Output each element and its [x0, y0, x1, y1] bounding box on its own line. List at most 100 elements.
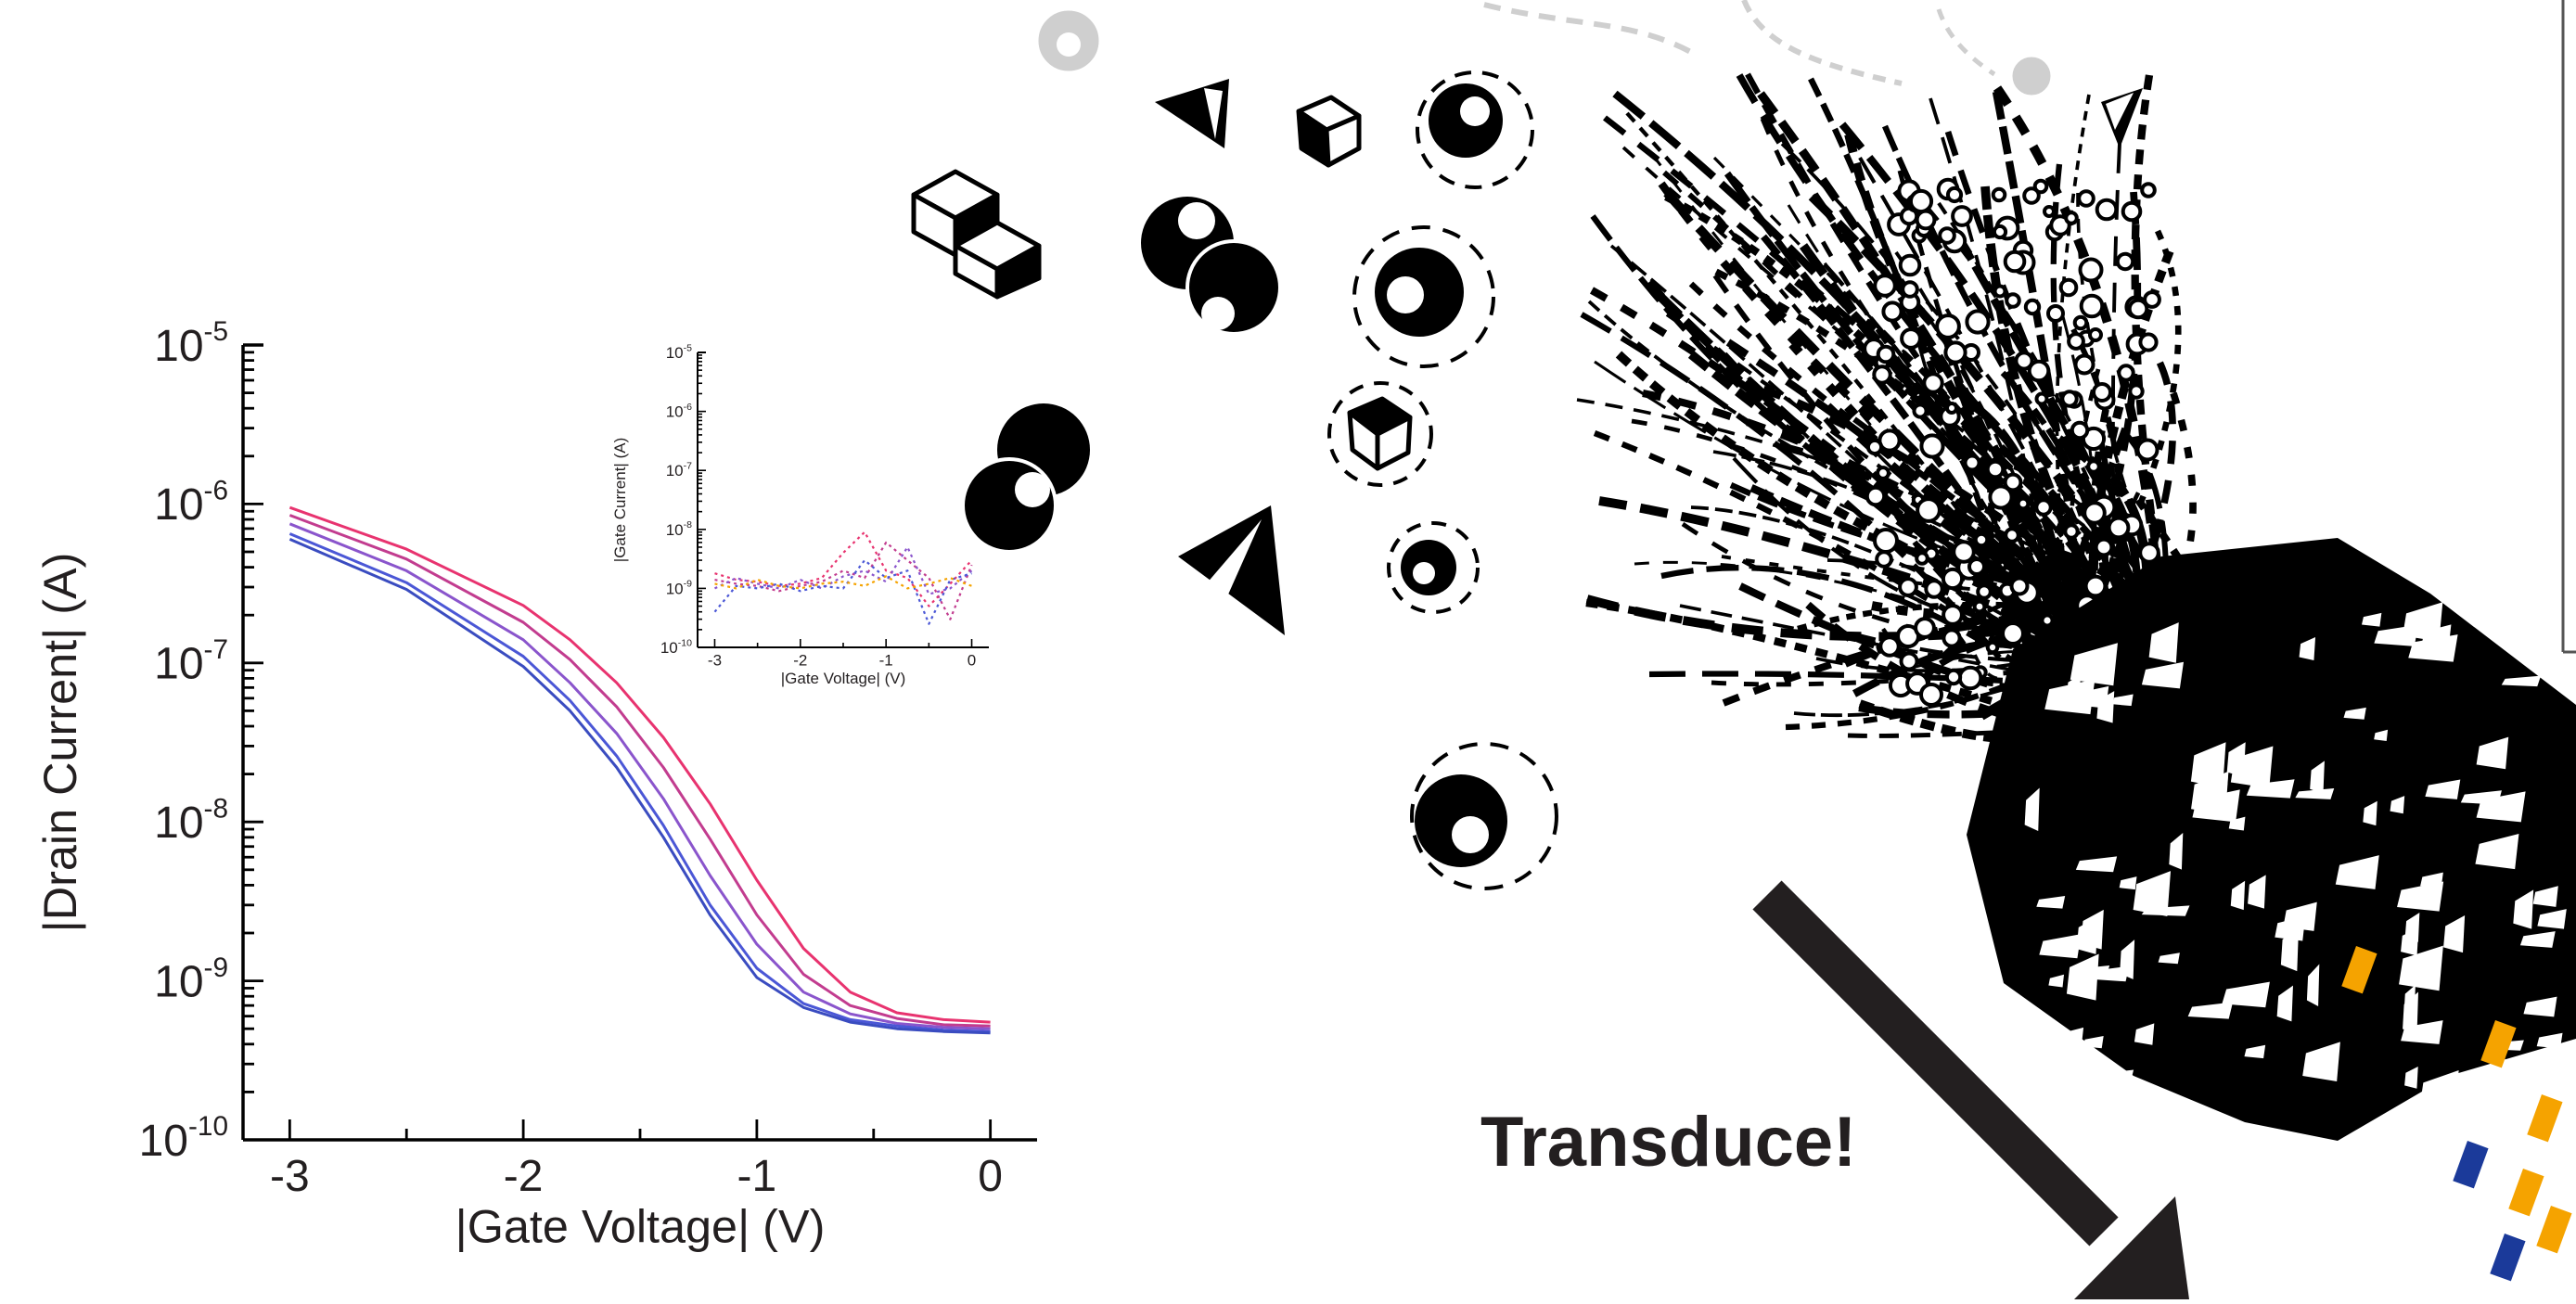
device-facet [2148, 622, 2179, 663]
device-facet [2401, 927, 2419, 956]
swarm-particle [2027, 359, 2051, 383]
swarm-particle [1922, 372, 1944, 394]
swarm-trail [2059, 470, 2109, 636]
swarm-particle [1900, 327, 1922, 350]
series-line [714, 545, 973, 595]
series-line [288, 522, 991, 1030]
swarm-particle [1952, 540, 1976, 564]
swarm-particle [1876, 344, 1896, 364]
swarm-particle [1924, 579, 1944, 599]
swarm-particle [1942, 604, 1964, 626]
device-facet [2401, 1020, 2443, 1044]
series-line [714, 531, 973, 607]
drain-current-chart: 10-5 10-6 10-7 10-8 10-9 10-10 -3 -2 -1 0 |Gate Vo… [33, 316, 1037, 1252]
swarm-particle [1941, 567, 1965, 591]
swarm-trail [1598, 496, 2071, 638]
swarm-particle [1898, 577, 1918, 597]
swarm-particle [1865, 438, 1884, 456]
swarm-particle [2115, 251, 2135, 272]
x-axis-label: |Gate Voltage| (V) [781, 670, 906, 687]
x-tick-label: -2 [504, 1152, 544, 1201]
device-facet [2024, 787, 2040, 832]
device-accent [2453, 1140, 2489, 1189]
swarm-particle [2094, 537, 2114, 557]
transduce-label: Transduce! [1480, 1103, 1857, 1182]
swarm-particle [2034, 498, 2053, 517]
swarm-particle [2117, 364, 2135, 382]
device-facet [2513, 889, 2534, 929]
device-facet [2425, 779, 2461, 799]
swarm-particle [2092, 382, 2112, 403]
device-facet [2158, 952, 2180, 965]
device-facet [2343, 707, 2366, 720]
swarm-particle [2058, 277, 2079, 298]
y-tick-label: 10-5 [154, 316, 228, 371]
device-facet [2374, 729, 2389, 741]
side-panel-frame [2561, 0, 2576, 654]
y-tick-label: 10-5 [666, 342, 692, 362]
swarm-trail [1642, 389, 2179, 664]
swarm-trail [2116, 327, 2177, 642]
swarm-trail [1603, 115, 2185, 650]
x-tick-label: -1 [879, 652, 893, 670]
swarm-particle [1985, 459, 2006, 479]
swarm-particle [1985, 640, 2000, 655]
y-tick-label: 10-10 [139, 1111, 228, 1166]
arrow-icon [1752, 880, 2189, 1299]
device-facet [2295, 787, 2335, 799]
device-facet [2403, 984, 2416, 1016]
swarm-particle [2022, 186, 2041, 205]
swarm-particle [1973, 531, 1990, 548]
swarm-particle [1898, 253, 1922, 277]
swarm-particle [2135, 438, 2159, 462]
device-facet [2420, 872, 2443, 889]
device-facet [2537, 909, 2567, 929]
device-facet [2169, 833, 2184, 870]
device-facet [2302, 1042, 2340, 1082]
swarm-particle [1945, 185, 1964, 204]
swarm-particle [1901, 280, 1919, 299]
device-facet [2306, 964, 2320, 1006]
device-facet [2536, 1032, 2563, 1049]
y-tick-label: 10-9 [666, 579, 692, 598]
device-facet [2532, 886, 2558, 907]
device-facet [2523, 996, 2557, 1017]
swarm-particle [2121, 200, 2143, 223]
y-tick-label: 10-6 [154, 476, 228, 531]
swarm-particle [1942, 628, 1962, 648]
device-facet [2191, 772, 2229, 815]
x-tick-label: -2 [793, 652, 807, 670]
swarm-particle [1915, 551, 1929, 566]
swarm-particle [1875, 550, 1893, 569]
sphere-icon [1141, 197, 1282, 336]
device-facet [2133, 871, 2172, 916]
series-line [713, 558, 972, 625]
swarm-particle [2127, 298, 2149, 320]
swarm-particle [1919, 433, 1945, 459]
x-tick-label: 0 [968, 652, 976, 670]
series-line [714, 575, 972, 590]
y-axis-label: |Drain Current| (A) [33, 553, 86, 933]
swarm-particle [2067, 332, 2085, 351]
device-facet [2187, 1002, 2234, 1019]
swarm-trail [1732, 456, 2083, 638]
device-accent [2480, 1019, 2517, 1068]
swarm-particle [2143, 290, 2161, 309]
sphere-icon [1352, 225, 1495, 368]
swarm-particle [1944, 668, 1963, 686]
swarm-particle [2004, 527, 2020, 543]
swarm-trail [1917, 599, 2154, 686]
swarm-particle [1957, 665, 1983, 691]
swarm-particle [2009, 576, 2030, 596]
device-facet [2432, 1070, 2474, 1118]
swarm-particle [2063, 523, 2080, 540]
swarm-particle [2073, 353, 2095, 376]
swarm-particle [2072, 314, 2089, 331]
device-facet [2248, 875, 2266, 909]
swarm-particle [2040, 613, 2055, 628]
faded-particles [1038, 0, 2051, 96]
swarm-particle [1881, 300, 1903, 323]
swarm-particle [2003, 472, 2023, 492]
